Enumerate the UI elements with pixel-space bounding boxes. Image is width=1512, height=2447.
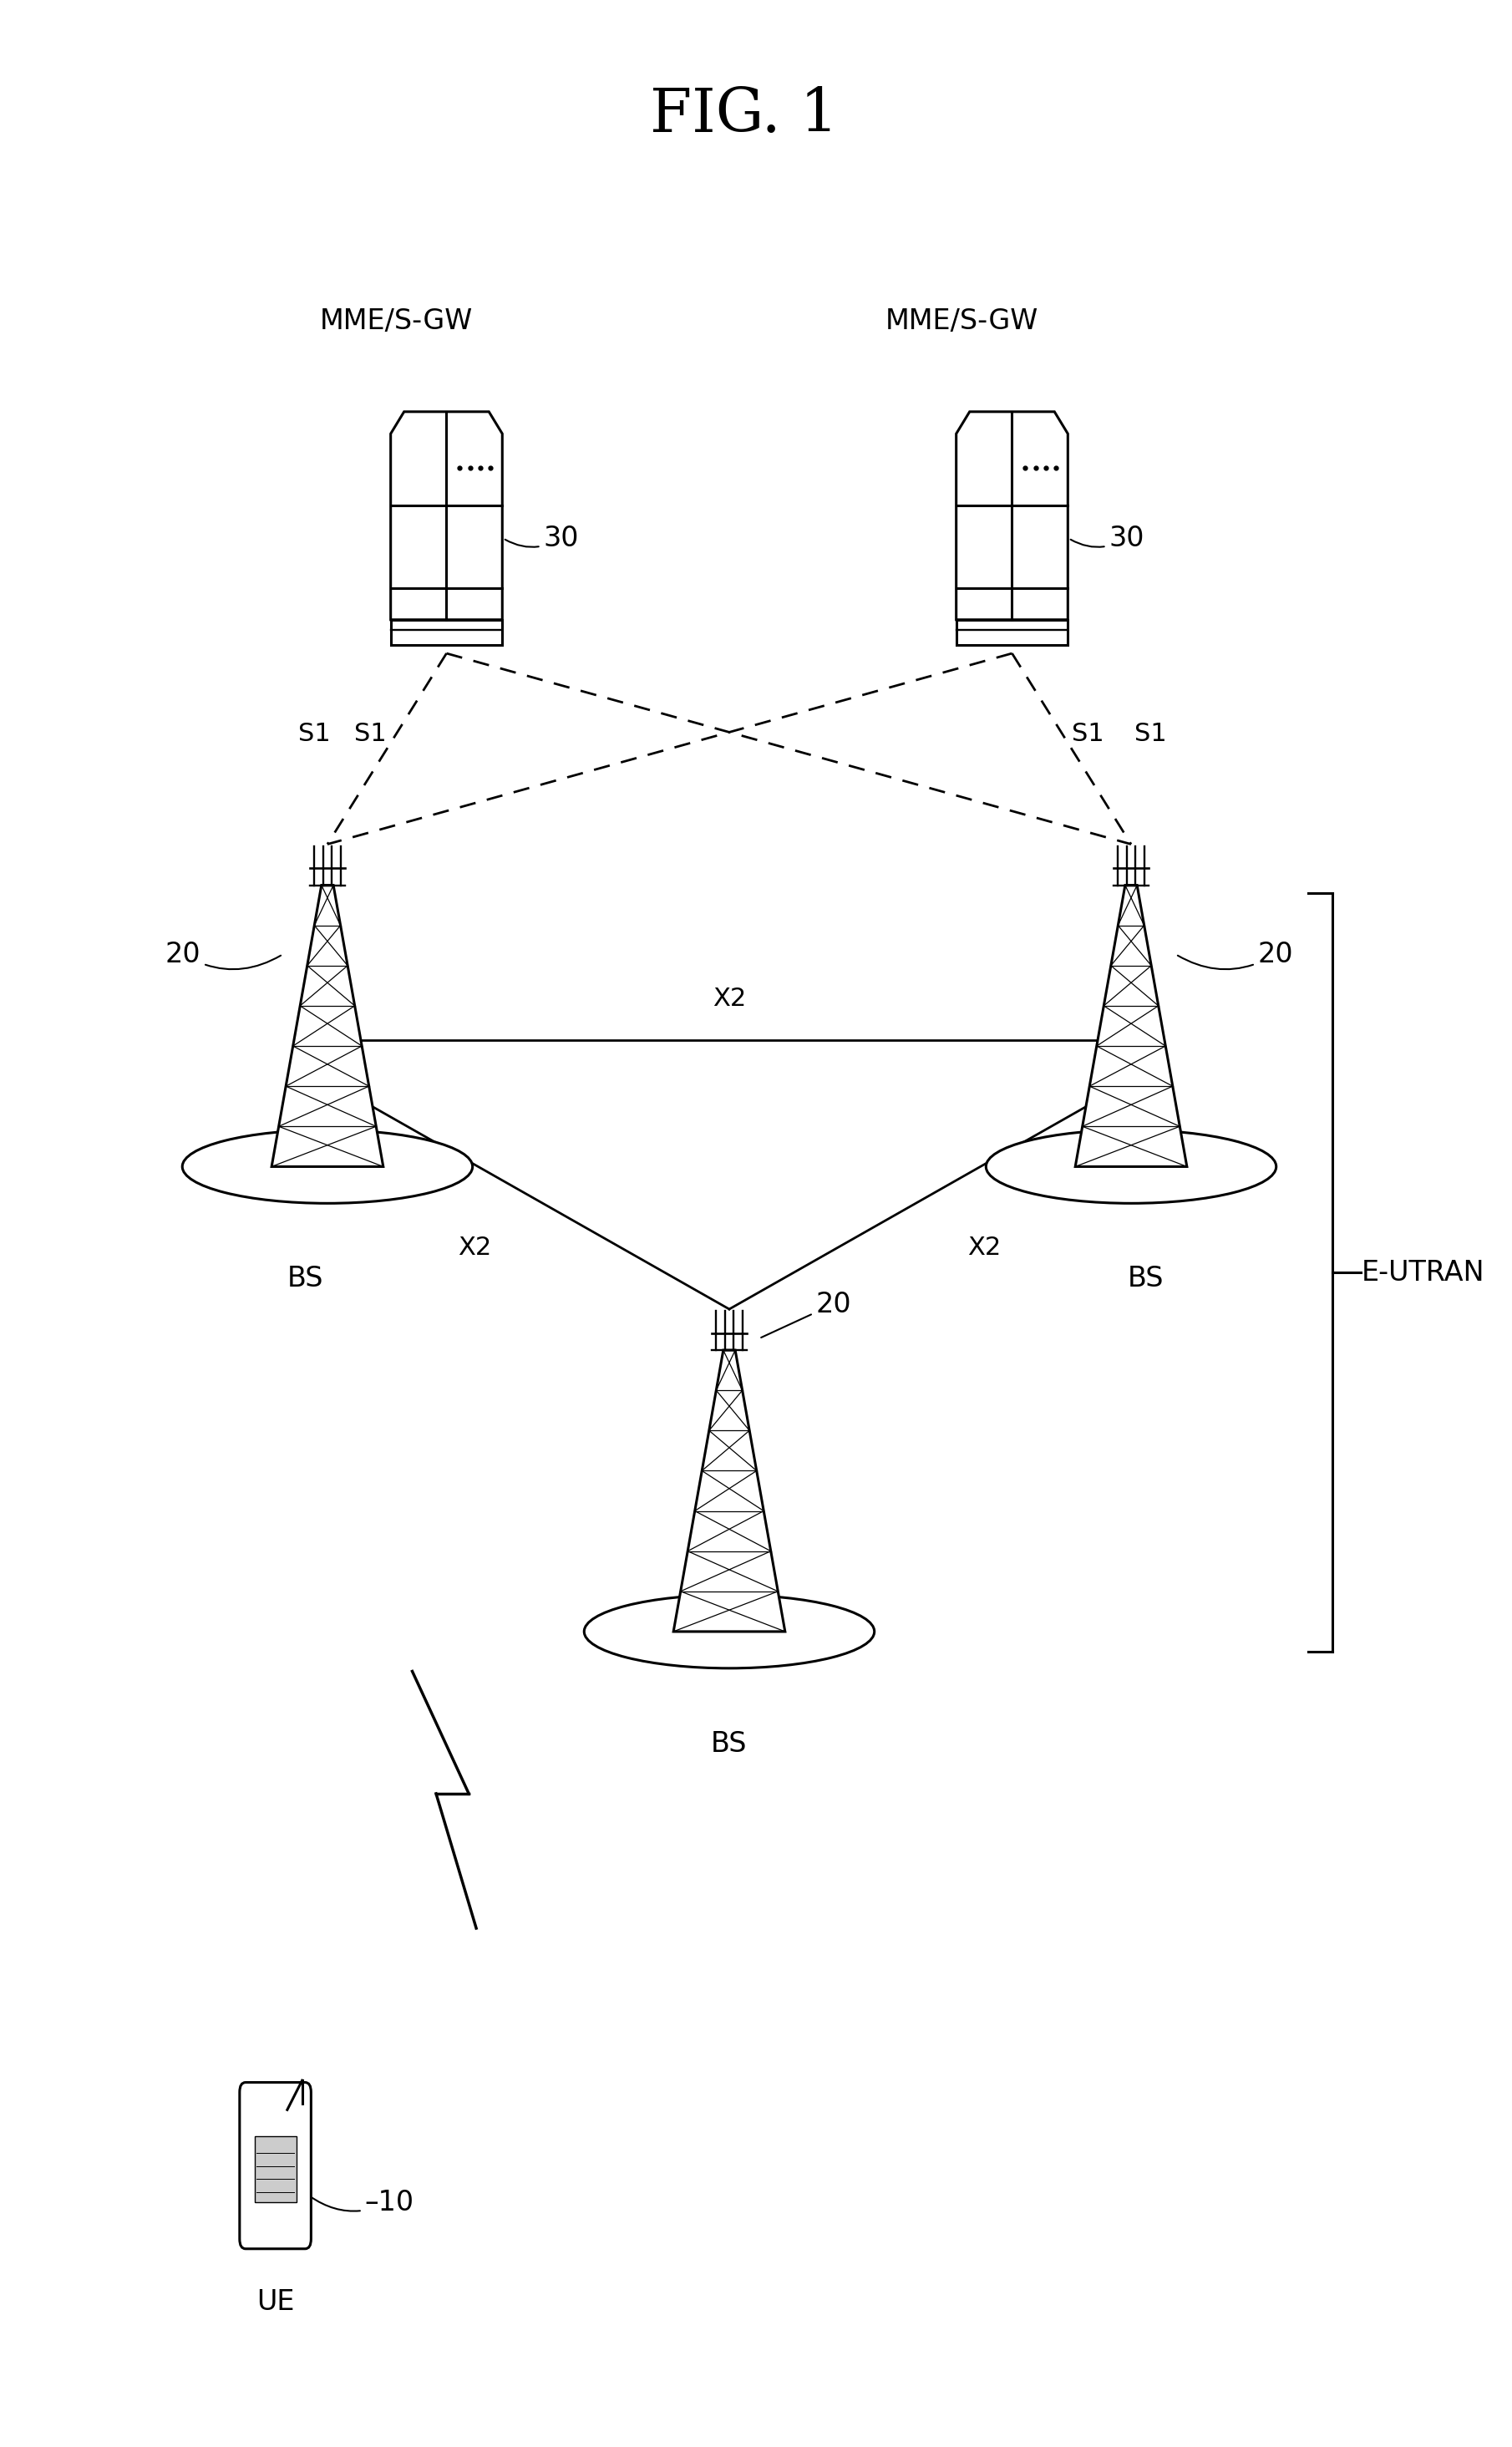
Text: S1: S1 [354, 722, 387, 746]
Polygon shape [390, 411, 502, 619]
Text: S1: S1 [1134, 722, 1166, 746]
Text: MME/S-GW: MME/S-GW [886, 308, 1039, 335]
Text: UE: UE [257, 2288, 295, 2315]
Text: FIG. 1: FIG. 1 [650, 86, 838, 144]
Polygon shape [272, 886, 383, 1167]
Bar [390, 619, 502, 644]
Text: MME/S-GW: MME/S-GW [321, 308, 473, 335]
Text: BS: BS [1128, 1265, 1164, 1292]
Ellipse shape [584, 1595, 874, 1669]
Polygon shape [956, 411, 1067, 619]
Text: 20: 20 [165, 940, 281, 969]
Text: S1: S1 [298, 722, 331, 746]
Text: X2: X2 [968, 1236, 1001, 1260]
Ellipse shape [183, 1131, 473, 1204]
Text: X2: X2 [712, 986, 745, 1011]
Ellipse shape [986, 1131, 1276, 1204]
FancyBboxPatch shape [239, 2082, 311, 2249]
Text: S1: S1 [1072, 722, 1104, 746]
Polygon shape [673, 1351, 785, 1632]
Text: BS: BS [287, 1265, 324, 1292]
Text: X2: X2 [458, 1236, 491, 1260]
Text: 20: 20 [1178, 940, 1293, 969]
Text: E-UTRAN: E-UTRAN [1362, 1258, 1485, 1287]
Text: 30: 30 [1070, 524, 1145, 553]
Polygon shape [1075, 886, 1187, 1167]
Bar [254, 2136, 296, 2202]
Text: 30: 30 [505, 524, 579, 553]
Text: BS: BS [711, 1730, 747, 1757]
Bar [956, 619, 1067, 644]
Text: 20: 20 [761, 1290, 851, 1339]
Text: –10: –10 [310, 2188, 414, 2217]
